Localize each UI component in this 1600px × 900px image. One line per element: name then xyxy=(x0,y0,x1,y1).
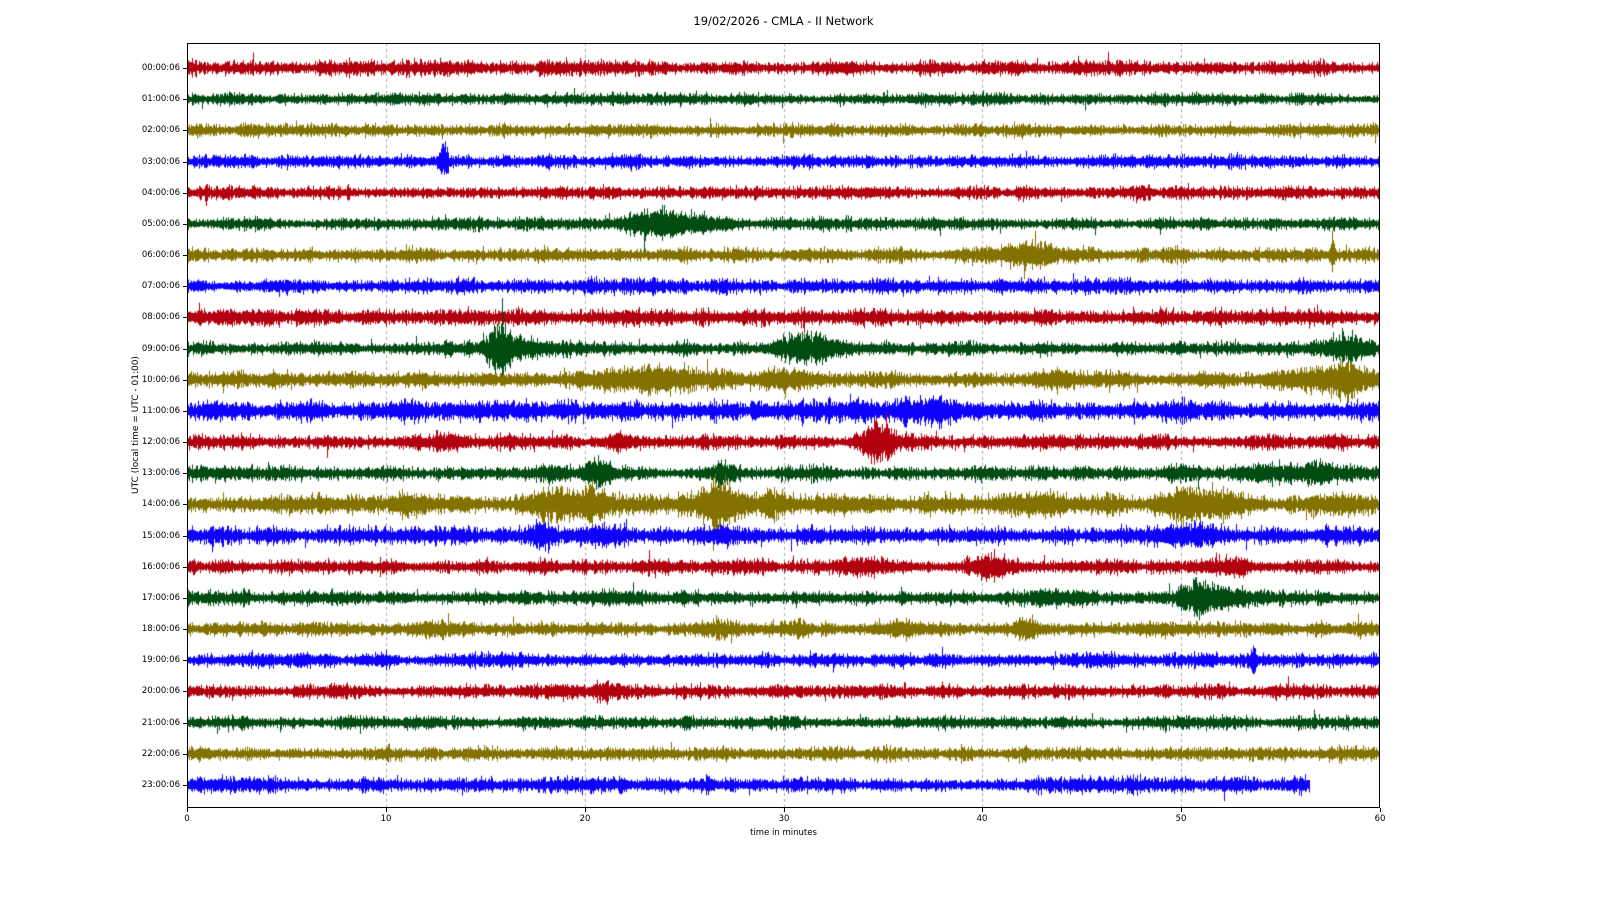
hour-tick-label: 03:00:06 xyxy=(141,156,180,167)
hour-tick-mark xyxy=(183,162,187,163)
hour-tick-mark xyxy=(183,286,187,287)
hour-tick-label: 17:00:06 xyxy=(141,592,180,603)
hour-tick-mark xyxy=(183,68,187,69)
hour-tick-label: 16:00:06 xyxy=(141,561,180,572)
minute-tick-label: 10 xyxy=(380,814,392,824)
hour-tick-mark xyxy=(183,504,187,505)
x-axis-label: time in minutes xyxy=(750,828,817,838)
minute-tick-label: 40 xyxy=(976,814,988,824)
hour-tick-label: 19:00:06 xyxy=(141,655,180,666)
minute-tick-mark xyxy=(1380,808,1381,812)
hour-tick-mark xyxy=(183,660,187,661)
hour-tick-label: 06:00:06 xyxy=(141,250,180,261)
hour-tick-mark xyxy=(183,349,187,350)
hour-tick-label: 22:00:06 xyxy=(141,748,180,759)
hour-tick-label: 00:00:06 xyxy=(141,63,180,73)
hour-tick-mark xyxy=(183,567,187,568)
minute-tick-label: 20 xyxy=(579,814,591,824)
hour-tick-mark xyxy=(183,99,187,100)
minute-tick-label: 50 xyxy=(1175,814,1187,824)
seismogram-canvas xyxy=(187,43,1380,808)
minute-tick-label: 30 xyxy=(778,814,790,824)
hour-tick-label: 11:00:06 xyxy=(141,405,180,416)
hour-tick-mark xyxy=(183,536,187,537)
hour-tick-label: 20:00:06 xyxy=(141,686,180,697)
hour-tick-mark xyxy=(183,130,187,131)
hour-tick-mark xyxy=(183,411,187,412)
hour-tick-label: 13:00:06 xyxy=(141,468,180,479)
hour-tick-mark xyxy=(183,785,187,786)
hour-tick-label: 07:00:06 xyxy=(141,281,180,292)
hour-tick-mark xyxy=(183,691,187,692)
hour-tick-mark xyxy=(183,224,187,225)
minute-tick-mark xyxy=(187,808,188,812)
hour-tick-mark xyxy=(183,629,187,630)
hour-tick-mark xyxy=(183,442,187,443)
hour-tick-label: 18:00:06 xyxy=(141,624,180,635)
hour-tick-label: 12:00:06 xyxy=(141,437,180,448)
hour-tick-mark xyxy=(183,380,187,381)
hour-tick-label: 02:00:06 xyxy=(141,125,180,136)
minute-tick-mark xyxy=(784,808,785,812)
minute-tick-mark xyxy=(585,808,586,812)
hour-tick-label: 21:00:06 xyxy=(141,717,180,728)
hour-tick-label: 01:00:06 xyxy=(141,94,180,105)
minute-tick-label: 60 xyxy=(1374,814,1386,824)
hour-tick-label: 10:00:06 xyxy=(141,374,180,385)
hour-tick-mark xyxy=(183,473,187,474)
chart-title: 19/02/2026 - CMLA - II Network xyxy=(693,14,874,28)
hour-tick-label: 05:00:06 xyxy=(141,218,180,229)
hour-tick-mark xyxy=(183,193,187,194)
hour-tick-label: 23:00:06 xyxy=(141,780,180,790)
hour-tick-label: 09:00:06 xyxy=(141,343,180,354)
minute-tick-mark xyxy=(386,808,387,812)
hour-tick-mark xyxy=(183,754,187,755)
hour-tick-mark xyxy=(183,598,187,599)
hour-tick-mark xyxy=(183,255,187,256)
minute-tick-mark xyxy=(1181,808,1182,812)
hour-tick-label: 04:00:06 xyxy=(141,187,180,198)
hour-tick-label: 15:00:06 xyxy=(141,530,180,541)
minute-tick-label: 0 xyxy=(184,814,190,824)
hour-tick-mark xyxy=(183,317,187,318)
hour-tick-label: 08:00:06 xyxy=(141,312,180,323)
hour-tick-mark xyxy=(183,723,187,724)
minute-tick-mark xyxy=(982,808,983,812)
hour-tick-label: 14:00:06 xyxy=(141,499,180,510)
